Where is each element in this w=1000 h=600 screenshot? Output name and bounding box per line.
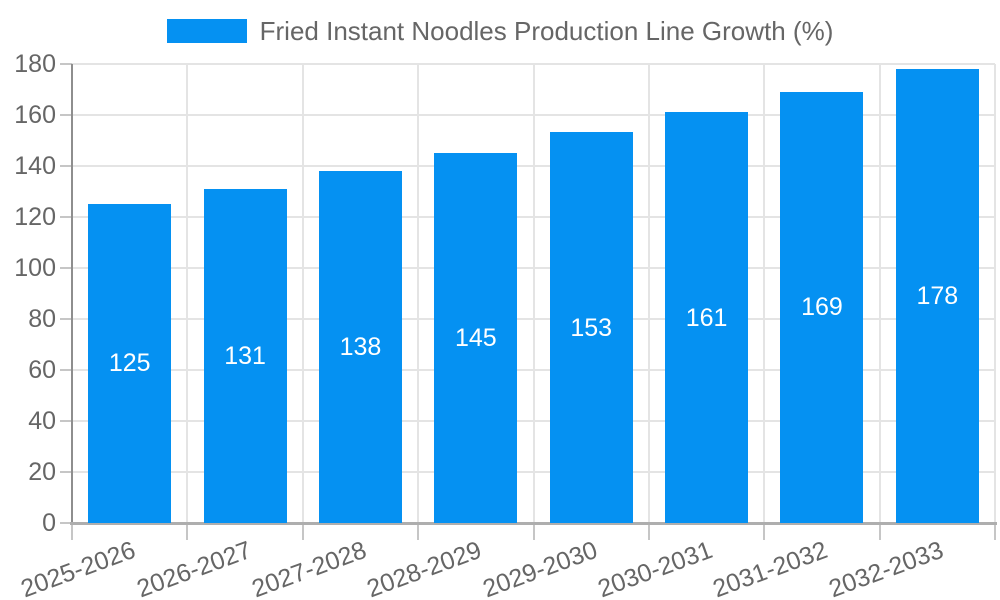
y-tick-label: 100 bbox=[14, 253, 56, 282]
legend[interactable]: Fried Instant Noodles Production Line Gr… bbox=[0, 16, 1000, 46]
x-axis-line bbox=[70, 522, 997, 525]
bar-value-label: 125 bbox=[108, 349, 151, 378]
y-tick-label: 40 bbox=[28, 406, 56, 435]
y-tick bbox=[60, 164, 72, 167]
bar bbox=[780, 91, 864, 523]
x-tick bbox=[532, 523, 535, 540]
y-axis-line bbox=[71, 63, 73, 523]
y-tick bbox=[60, 215, 72, 218]
x-gridline bbox=[532, 63, 535, 523]
y-tick bbox=[60, 266, 72, 269]
legend-swatch-icon bbox=[166, 19, 247, 43]
bar-value-label: 178 bbox=[916, 281, 959, 310]
x-gridline bbox=[186, 63, 189, 523]
y-tick-label: 60 bbox=[28, 355, 56, 384]
y-tick-label: 140 bbox=[14, 151, 56, 180]
x-gridline bbox=[417, 63, 420, 523]
x-gridline bbox=[763, 63, 766, 523]
bar bbox=[434, 152, 518, 523]
bar bbox=[665, 112, 749, 523]
x-tick-label: 2029-2030 bbox=[478, 536, 601, 600]
x-gridline bbox=[647, 63, 650, 523]
y-tick bbox=[60, 113, 72, 116]
x-gridline bbox=[994, 63, 996, 523]
bar-value-label: 169 bbox=[801, 293, 843, 322]
bar-value-label: 131 bbox=[224, 341, 266, 370]
y-tick bbox=[60, 470, 72, 473]
x-tick bbox=[301, 523, 304, 540]
y-tick bbox=[60, 419, 72, 422]
x-tick-label: 2026-2027 bbox=[132, 536, 255, 600]
y-tick-label: 160 bbox=[14, 100, 56, 129]
x-gridline bbox=[878, 63, 881, 523]
x-tick-label: 2032-2033 bbox=[824, 536, 947, 600]
bar bbox=[549, 132, 633, 523]
y-tick bbox=[60, 522, 72, 524]
y-tick-label: 0 bbox=[42, 509, 56, 537]
x-tick-label: 2027-2028 bbox=[248, 536, 371, 600]
legend-label: Fried Instant Noodles Production Line Gr… bbox=[259, 16, 834, 46]
y-tick bbox=[60, 368, 72, 371]
x-tick bbox=[994, 523, 996, 540]
x-tick bbox=[878, 523, 881, 540]
x-tick-label: 2028-2029 bbox=[363, 536, 486, 600]
y-tick-label: 20 bbox=[28, 457, 56, 486]
bar-value-label: 161 bbox=[685, 303, 728, 332]
x-tick-label: 2025-2026 bbox=[17, 536, 140, 600]
y-tick bbox=[60, 317, 72, 320]
y-tick-label: 120 bbox=[14, 202, 56, 231]
bar bbox=[203, 188, 287, 523]
bar bbox=[895, 68, 979, 523]
bar-value-label: 138 bbox=[339, 332, 382, 361]
x-tick bbox=[763, 523, 766, 540]
x-tick bbox=[417, 523, 420, 540]
y-tick bbox=[60, 62, 72, 65]
x-tick bbox=[71, 523, 73, 540]
x-tick-label: 2030-2031 bbox=[594, 536, 717, 600]
bar-value-label: 153 bbox=[570, 313, 613, 342]
y-tick-label: 80 bbox=[28, 304, 56, 333]
bar bbox=[88, 203, 172, 523]
x-tick bbox=[186, 523, 189, 540]
x-tick-label: 2031-2032 bbox=[709, 536, 832, 600]
x-tick bbox=[647, 523, 650, 540]
x-gridline bbox=[301, 63, 304, 523]
bar bbox=[318, 170, 402, 523]
y-tick-label: 180 bbox=[14, 49, 56, 78]
bar-value-label: 145 bbox=[454, 323, 497, 352]
